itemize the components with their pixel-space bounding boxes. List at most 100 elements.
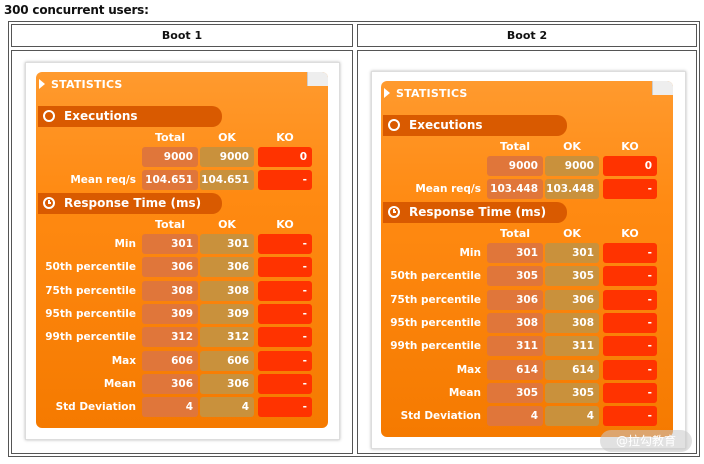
executions-row-row-label: Mean req/s	[70, 174, 136, 186]
executions-row-ko-value: 0	[603, 156, 657, 176]
executions-row-row-label: Mean req/s	[415, 183, 481, 195]
response-time-row-total-value: 614	[487, 359, 543, 380]
boot-1-statistics-panel: STATISTICS Executions Total OK KO 9000 9000 0 Me…	[36, 72, 328, 428]
executions-row-ko-value: -	[603, 179, 657, 199]
clock-icon	[388, 206, 400, 218]
response-time-row-ko-value: -	[603, 382, 657, 403]
executions-row-total-value: 9000	[142, 147, 198, 167]
response-time-row-row-label: Min	[459, 247, 481, 259]
watermark: @拉勾教育	[600, 430, 692, 452]
executions-label: Executions	[409, 118, 483, 132]
response-time-row-ko-value: -	[603, 312, 657, 333]
executions-row-total-value: 9000	[487, 156, 543, 176]
response-time-row-ko-value: -	[603, 266, 657, 287]
response-time-row-ok-value: 311	[545, 336, 599, 357]
response-time-row-ok-value: 308	[545, 312, 599, 333]
executions-col-total: Total	[154, 131, 186, 144]
response-time-row-ko-value: -	[258, 373, 312, 394]
response-time-row-ok-value: 4	[545, 406, 599, 427]
response-time-row-row-label: 50th percentile	[45, 261, 136, 274]
response-time-row-ok-value: 309	[200, 303, 254, 324]
executions-col-ok: OK	[563, 140, 581, 153]
response-time-row-ok-value: 4	[200, 397, 254, 418]
response-time-row-total-value: 311	[487, 336, 543, 357]
response-time-row-ko-value: -	[258, 350, 312, 371]
clock-icon	[43, 197, 55, 209]
response-time-row-ok-value: 306	[200, 257, 254, 278]
response-time-row-total-value: 305	[487, 266, 543, 287]
response-time-section-header: Response Time (ms)	[383, 202, 567, 223]
response-time-col-total: Total	[499, 227, 531, 240]
response-time-row-total-value: 308	[487, 312, 543, 333]
response-time-row-ok-value: 614	[545, 359, 599, 380]
response-time-row-row-label: Std Deviation	[55, 401, 136, 414]
column-header-boot-1: Boot 1	[11, 24, 353, 47]
response-time-row-ok-value: 301	[545, 243, 599, 263]
panel-scrollbar[interactable]	[652, 81, 673, 95]
response-time-row-total-value: 306	[142, 373, 198, 394]
response-time-label: Response Time (ms)	[409, 205, 547, 219]
executions-label: Executions	[64, 109, 138, 123]
response-time-col-total: Total	[154, 218, 186, 231]
response-time-row-total-value: 4	[142, 397, 198, 418]
response-time-row-row-label: 99th percentile	[390, 340, 481, 353]
refresh-icon	[388, 119, 400, 131]
response-time-row-ko-value: -	[258, 303, 312, 324]
response-time-row-total-value: 306	[487, 289, 543, 310]
response-time-row-ok-value: 306	[200, 373, 254, 394]
comparison-table	[8, 21, 700, 457]
column-header-boot-2: Boot 2	[357, 24, 697, 47]
executions-row-ok-value: 9000	[545, 156, 599, 176]
response-time-row-ko-value: -	[603, 359, 657, 380]
response-time-row-row-label: Std Deviation	[400, 410, 481, 423]
response-time-row-total-value: 305	[487, 382, 543, 403]
response-time-row-ko-value: -	[258, 280, 312, 301]
response-time-row-total-value: 312	[142, 327, 198, 348]
refresh-icon	[43, 110, 55, 122]
response-time-row-ko-value: -	[258, 257, 312, 278]
response-time-row-row-label: 50th percentile	[390, 270, 481, 283]
executions-col-ko: KO	[621, 140, 639, 153]
response-time-row-total-value: 4	[487, 406, 543, 427]
response-time-row-total-value: 308	[142, 280, 198, 301]
statistics-title: STATISTICS	[39, 78, 123, 91]
response-time-row-ok-value: 312	[200, 327, 254, 348]
response-time-col-ok: OK	[218, 218, 236, 231]
executions-section-header: Executions	[38, 106, 222, 127]
response-time-row-ok-value: 306	[545, 289, 599, 310]
executions-row-total-value: 103.448	[487, 179, 543, 199]
response-time-row-row-label: 95th percentile	[390, 316, 481, 329]
executions-row-ko-value: 0	[258, 147, 312, 167]
response-time-row-row-label: Mean	[103, 377, 136, 390]
response-time-row-row-label: 75th percentile	[390, 293, 481, 306]
response-time-col-ok: OK	[563, 227, 581, 240]
response-time-row-total-value: 606	[142, 350, 198, 371]
response-time-row-row-label: Max	[111, 354, 136, 367]
response-time-row-ok-value: 606	[200, 350, 254, 371]
response-time-col-ko: KO	[621, 227, 639, 240]
response-time-row-row-label: Min	[114, 238, 136, 250]
response-time-row-row-label: 99th percentile	[45, 331, 136, 344]
response-time-row-total-value: 301	[487, 243, 543, 263]
executions-row-ok-value: 104.651	[200, 170, 254, 190]
response-time-row-ok-value: 305	[545, 266, 599, 287]
response-time-row-ko-value: -	[603, 243, 657, 263]
response-time-row-ko-value: -	[258, 397, 312, 418]
statistics-title: STATISTICS	[384, 87, 468, 100]
expand-triangle-icon	[384, 88, 390, 98]
response-time-row-ko-value: -	[603, 289, 657, 310]
executions-row-ko-value: -	[258, 170, 312, 190]
panel-scrollbar[interactable]	[307, 72, 328, 86]
response-time-row-ko-value: -	[258, 234, 312, 254]
executions-row-ok-value: 103.448	[545, 179, 599, 199]
response-time-row-row-label: Mean	[448, 386, 481, 399]
response-time-row-total-value: 309	[142, 303, 198, 324]
statistics-title-label: STATISTICS	[51, 78, 123, 91]
executions-section-header: Executions	[383, 115, 567, 136]
boot-2-statistics-panel: STATISTICS Executions Total OK KO 9000 9000 0 Me…	[381, 81, 673, 437]
response-time-section-header: Response Time (ms)	[38, 193, 222, 214]
response-time-row-row-label: Max	[456, 363, 481, 376]
response-time-row-row-label: 75th percentile	[45, 284, 136, 297]
response-time-row-ko-value: -	[603, 406, 657, 427]
response-time-col-ko: KO	[276, 218, 294, 231]
